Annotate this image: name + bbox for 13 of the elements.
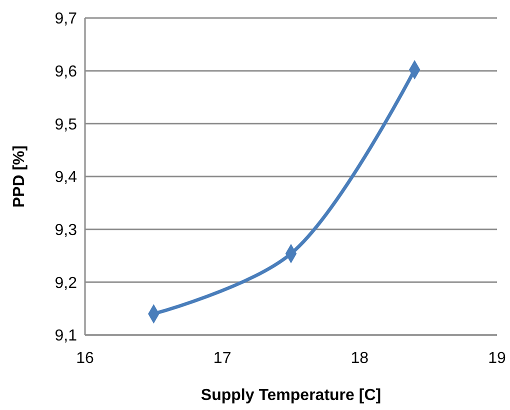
y-tick-label: 9,6 <box>54 63 78 80</box>
y-tick-label: 9,4 <box>54 169 78 186</box>
y-tick-label: 9,7 <box>54 10 78 28</box>
x-tick-label: 19 <box>488 350 506 367</box>
y-tick-label: 9,5 <box>54 116 78 134</box>
x-tick-label: 17 <box>213 350 232 367</box>
y-tick-label: 9,2 <box>54 274 78 292</box>
x-axis-title: Supply Temperature [C] <box>200 387 382 404</box>
x-tick-label: 16 <box>76 350 94 367</box>
y-tick-label: 9,1 <box>54 328 78 345</box>
y-tick-label: 9,3 <box>54 222 78 239</box>
x-tick-label: 18 <box>350 350 369 367</box>
y-axis-title: PPD [%] <box>11 145 28 208</box>
